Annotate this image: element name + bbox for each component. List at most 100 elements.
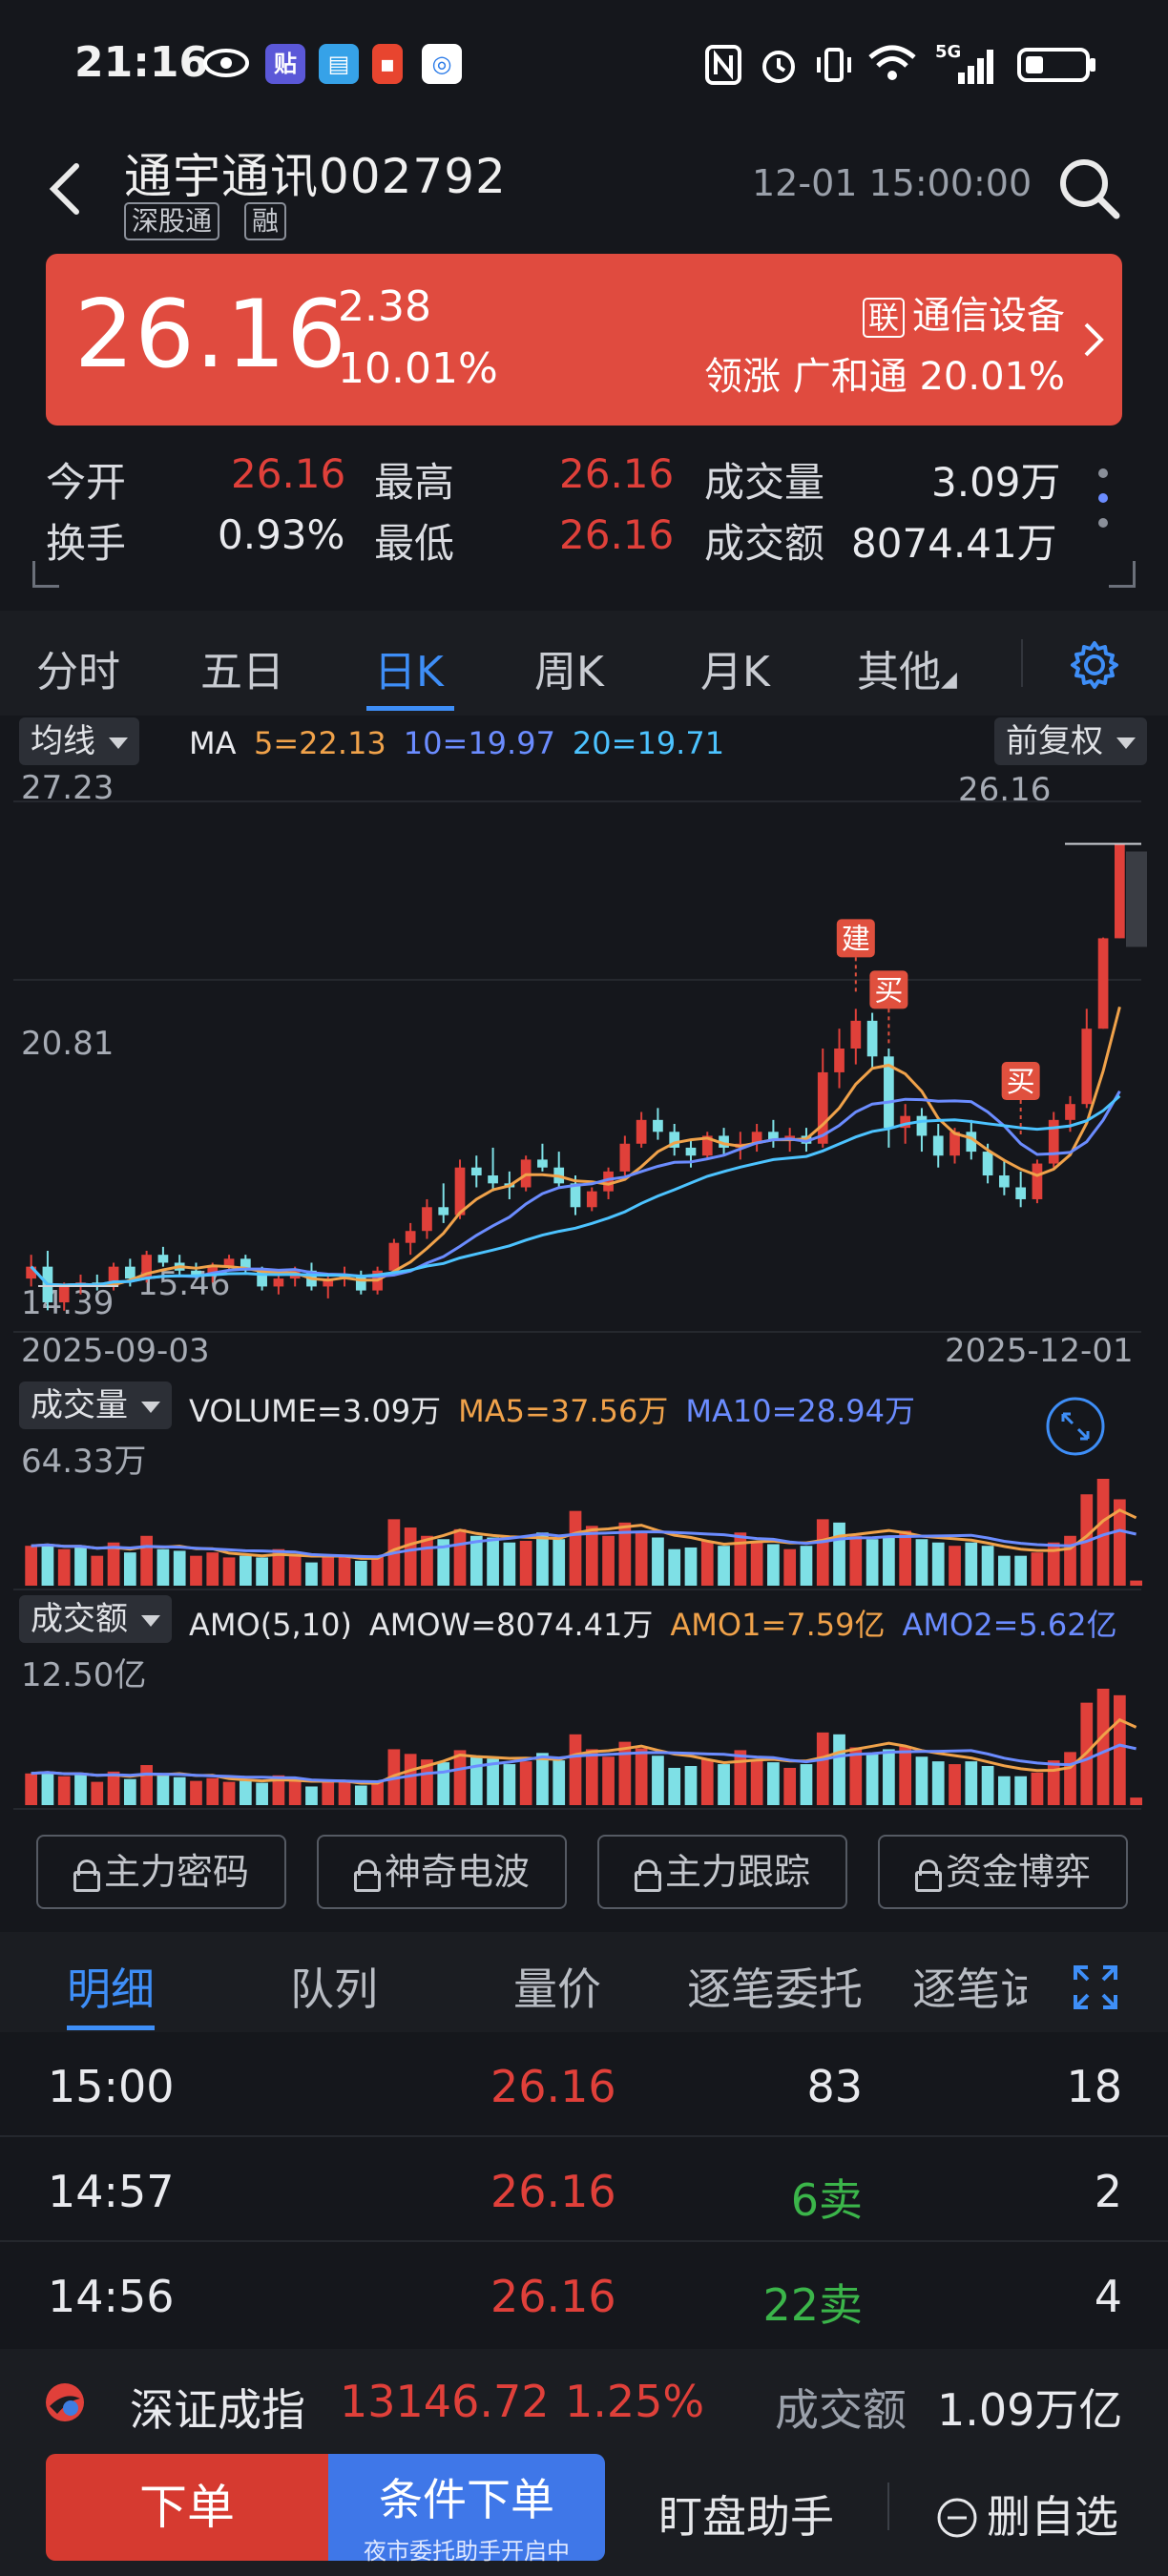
candle-body [966,1132,977,1153]
price-axis-mid: 20.81 [21,1025,115,1063]
table-row: 15:00 26.16 83 18 [0,2032,1168,2137]
candle-body [1081,1028,1093,1105]
open-label: 今开 [46,459,127,506]
amount-bar [750,1760,763,1805]
candle-body [1115,843,1125,939]
remove-watchlist-button[interactable]: 删自选 [935,2483,1118,2545]
candle-body [586,1191,597,1208]
candle-body [685,1147,697,1156]
amount-bar [338,1781,351,1805]
amount-bar [1031,1772,1044,1805]
amount-bar [635,1748,648,1805]
candle-body [454,1167,466,1215]
active-tab-indicator [67,2025,155,2030]
adjust-select[interactable]: 前复权 [994,717,1147,765]
ma-indicator-select[interactable]: 均线 [19,717,139,765]
candle-body [900,1115,911,1129]
candle-body [884,1056,894,1129]
tab-detail[interactable]: 明细 [67,1963,155,2015]
order-button[interactable]: 下单 [46,2454,328,2561]
volume-indicator-select[interactable]: 成交量 [19,1381,172,1429]
candle-body [207,1266,219,1275]
amount-value: 8074.41万 [851,520,1057,567]
ma20-line [30,1094,1121,1287]
volume-bar [107,1542,120,1586]
watch-helper-button[interactable]: 盯盘助手 [658,2491,834,2543]
candle-body [701,1135,713,1156]
candle-body [405,1231,416,1243]
index-amount-label: 成交额 [775,2384,907,2436]
tool-magic-wave[interactable]: 神奇电波 [317,1835,567,1909]
volume-bar [949,1546,961,1586]
back-arrow-icon[interactable] [46,160,84,218]
signal-buy[interactable]: 买 [869,970,908,1009]
index-name: 深证成指 [130,2384,305,2436]
tab-queue[interactable]: 队列 [290,1963,378,2015]
candle-body [570,1183,581,1208]
more-dots-icon[interactable] [1097,466,1109,532]
last-price-tag: 26.16 [958,771,1052,809]
candle-body [58,1286,70,1303]
tab-trade-by-trade[interactable]: 逐笔试 [912,1963,1027,2015]
gear-icon[interactable] [1069,639,1120,691]
volume-bar [156,1548,170,1586]
stock-title: 通宇通讯002792 [124,138,507,207]
amount-bar [931,1761,945,1805]
fullscreen-icon[interactable] [1073,1964,1118,2010]
tool-main-force-tracking[interactable]: 主力跟踪 [597,1835,847,1909]
tool-capital-game[interactable]: 资金博弈 [878,1835,1128,1909]
amount-bar [668,1767,681,1805]
volume-bar [668,1548,681,1586]
candle-body [488,1175,498,1184]
tab-order-by-order[interactable]: 逐笔委托 [687,1963,863,2015]
candlestick-chart[interactable]: 建买买 [0,716,1168,1813]
tab-five-day[interactable]: 五日 [200,648,284,696]
volume-bar [915,1539,928,1586]
signal-build[interactable]: 建 [836,919,875,958]
volume-value: 3.09万 [931,459,1061,506]
volume-bar [585,1526,598,1586]
price-change-pct: 10.01% [338,344,498,393]
legend-entry: MA5=37.56万 [458,1393,669,1429]
amount-bar [700,1759,714,1805]
refresh-circle-icon[interactable] [1044,1395,1107,1458]
tab-monthly-k[interactable]: 月K [700,648,770,696]
redpacket-icon: ▪ [372,44,403,84]
candle-body [108,1266,119,1287]
tab-daily-k[interactable]: 日K [374,648,444,696]
amount-bar [1064,1752,1076,1805]
amount-bar [602,1756,615,1805]
volume-bar [684,1547,698,1586]
tab-divider [1021,639,1023,687]
amount-bar [569,1734,582,1805]
candle-body [982,1152,993,1176]
amount-bar [783,1767,797,1805]
tab-other[interactable]: 其他◢ [857,637,957,698]
tool-main-force-code[interactable]: 主力密码 [36,1835,286,1909]
wifi-icon [868,45,916,80]
conditional-order-sub: 夜市委托助手开启中 [364,2538,570,2565]
volume-bar [437,1539,450,1586]
battery-icon [1017,48,1095,82]
volume-bar [519,1540,532,1586]
tieba-icon: 贴 [265,44,305,84]
sector-link[interactable]: 联通信设备 [862,284,1065,340]
amount-bar [272,1775,285,1805]
amount-bar [206,1777,219,1805]
index-bar[interactable]: 深证成指 13146.72 1.25% 成交额 1.09万亿 [0,2349,1168,2454]
volume-bar [536,1532,549,1586]
low-label: 最低 [374,520,455,567]
tab-volume-price[interactable]: 量价 [513,1963,601,2015]
search-icon[interactable] [1057,156,1120,219]
remove-watchlist-label: 删自选 [987,2491,1118,2543]
conditional-order-button[interactable]: 条件下单 夜市委托助手开启中 [328,2454,605,2565]
volume-bar [288,1555,302,1586]
volume-bar [338,1557,351,1586]
amount-bar [883,1749,895,1805]
amount-indicator-select[interactable]: 成交额 [19,1595,172,1643]
price-banner[interactable]: 26.16 2.38 10.01% 联通信设备 领涨 广和通 20.01% [46,254,1122,426]
candle-body [438,1207,449,1215]
tab-intraday[interactable]: 分时 [36,648,120,696]
tab-weekly-k[interactable]: 周K [534,648,604,696]
signal-buy[interactable]: 买 [1001,1062,1040,1101]
